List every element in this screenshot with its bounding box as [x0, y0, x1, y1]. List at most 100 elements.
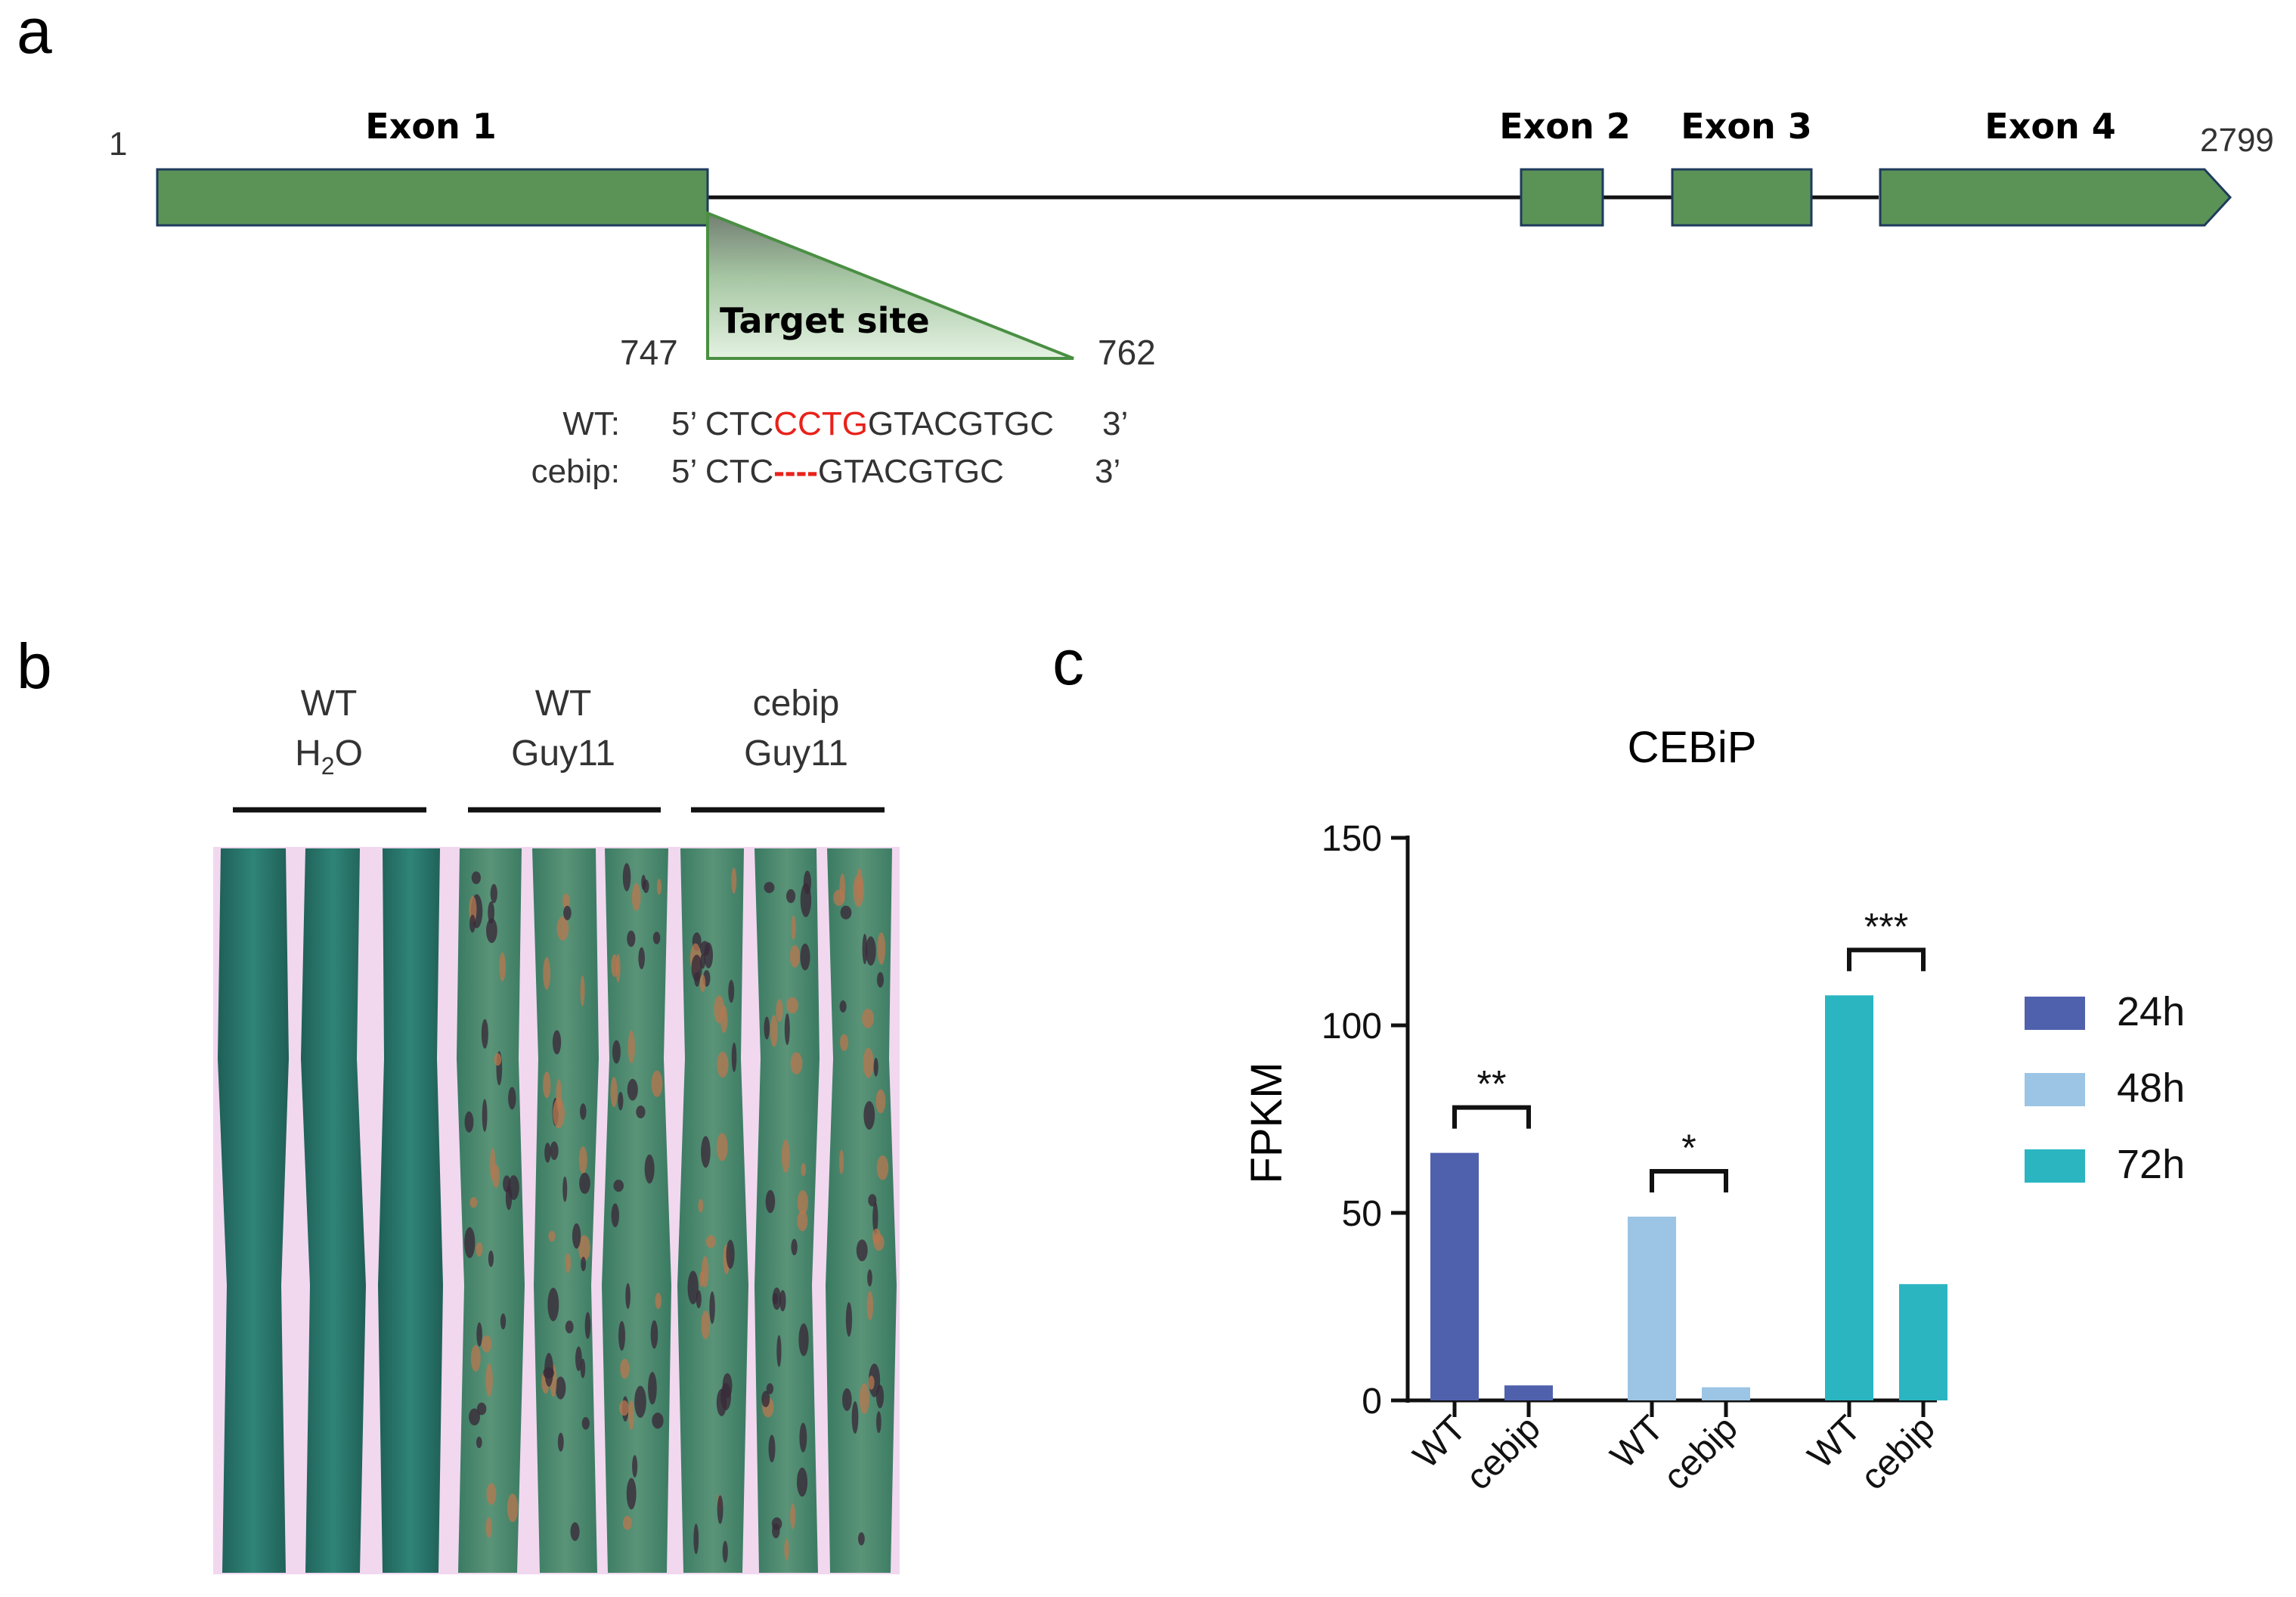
lesion-spot	[863, 1047, 874, 1078]
leaf-group-1-o: O	[335, 733, 363, 774]
exon-2-box	[1520, 168, 1604, 227]
lesion-spot	[618, 1320, 626, 1351]
lesion-spot	[765, 1189, 776, 1214]
lesion-spot	[772, 1523, 780, 1539]
lesion-spot	[652, 932, 661, 944]
lesion-spot	[865, 936, 876, 966]
panel-label-a: a	[17, 0, 52, 67]
wt-highlight: CCTG	[773, 405, 868, 442]
lesion-spot	[796, 1467, 808, 1497]
lesion-spot	[613, 1180, 624, 1192]
wt-rest: GTACGTGC	[868, 405, 1054, 442]
legend-swatch-72h	[2025, 1149, 2085, 1183]
lesion-spot	[696, 1290, 702, 1309]
lesion-spot	[610, 1076, 618, 1108]
lesion-spot	[543, 957, 551, 991]
lesion-spot	[851, 1401, 859, 1434]
lesion-spot	[867, 1269, 872, 1287]
lesion-spot	[856, 1239, 868, 1262]
leaf-group-1-h: H	[295, 733, 321, 774]
lesion-spot	[556, 916, 569, 941]
lesion-spot	[784, 1538, 789, 1561]
chart-title: CEBiP	[1628, 723, 1757, 772]
bar-24h-cebip	[1504, 1385, 1553, 1400]
mut-gap: ----	[773, 453, 818, 490]
leaf-cebip-guy11-1	[677, 848, 748, 1573]
leaf-wt-h2o-2	[301, 848, 366, 1573]
legend-swatch-48h	[2025, 1073, 2085, 1106]
wt-sequence: 5’ CTCCCTGGTACGTGC	[671, 405, 1054, 442]
leaf-wt-h2o-3	[378, 848, 443, 1573]
lesion-spot	[839, 1149, 844, 1175]
panel-label-b: b	[17, 631, 52, 702]
lesion-spot	[797, 1210, 808, 1232]
lesion-spot	[722, 1540, 728, 1563]
exon-4-arrow	[1879, 168, 2232, 227]
leaf-group-2-line1: WT	[535, 684, 592, 724]
lesion-spot	[581, 1416, 590, 1430]
lesion-spot	[584, 1312, 591, 1339]
lesion-spot	[553, 1098, 565, 1129]
lesion-spot	[781, 1139, 790, 1174]
legend-label-24h: 24h	[2117, 989, 2185, 1034]
lesion-spot	[691, 954, 702, 981]
wt-prime3: 3’	[1102, 405, 1128, 442]
lesion-spot	[656, 879, 662, 895]
lesion-spot	[490, 883, 497, 904]
lesion-spot	[548, 1230, 556, 1242]
lesion-spot	[779, 1290, 786, 1312]
lesion-spot	[620, 1358, 630, 1379]
lesion-spot	[873, 1057, 878, 1077]
lesion-spot	[632, 1455, 638, 1478]
lesion-spot	[572, 1223, 581, 1249]
lesion-spot	[772, 1293, 779, 1304]
significance-label-72h: ***	[1864, 905, 1908, 947]
lesion-spot	[857, 868, 863, 899]
lesion-spot	[476, 1436, 482, 1449]
lesion-spot	[471, 871, 481, 885]
lesion-spot	[842, 1388, 852, 1412]
significance-label-48h: *	[1681, 1127, 1696, 1169]
lesion-spot	[547, 1287, 559, 1322]
lesion-spot	[872, 1202, 878, 1234]
wt-seq-label: WT:	[562, 405, 620, 442]
lesion-spot	[770, 1015, 778, 1047]
exon-1-label: Exon 1	[365, 106, 496, 147]
lesion-spot	[709, 1291, 715, 1324]
bar-48h-WT	[1628, 1216, 1676, 1400]
lesion-spot	[876, 1385, 885, 1409]
lesion-spot	[701, 1256, 709, 1288]
lesion-spot	[470, 1344, 481, 1372]
lesion-spot	[476, 1242, 483, 1257]
lesion-spot	[562, 893, 570, 909]
bar-24h-WT	[1430, 1152, 1479, 1400]
lesion-spot	[552, 1030, 562, 1055]
lesion-spot	[840, 905, 852, 919]
lesion-spot	[627, 1030, 635, 1064]
lesion-spot	[717, 1051, 729, 1078]
lesion-spot	[859, 1383, 869, 1415]
lesion-spot	[784, 1013, 790, 1046]
lesion-spot	[628, 1400, 634, 1431]
lesion-spot	[798, 1323, 809, 1357]
lesion-spot	[612, 1040, 621, 1064]
lesion-spot	[550, 1141, 559, 1161]
mut-prime3: 3’	[1095, 453, 1120, 490]
lesion-spot	[876, 972, 884, 988]
exon-2-label: Exon 2	[1499, 106, 1630, 147]
lesion-spot	[508, 1175, 519, 1201]
lesion-spot	[776, 999, 783, 1022]
lesion-spot	[464, 1226, 476, 1258]
lesion-spot	[638, 947, 645, 969]
lesion-spot	[717, 1495, 724, 1524]
lesion-spot	[764, 1016, 770, 1040]
lesion-spot	[868, 1194, 877, 1207]
lesion-spot	[839, 873, 846, 903]
lesion-spot	[499, 952, 506, 981]
lesion-spot	[578, 1146, 587, 1174]
lesion-spot	[464, 1111, 474, 1133]
mut-prime5: 5’ CTC	[671, 453, 773, 490]
significance-label-24h: **	[1477, 1063, 1507, 1105]
bar-48h-cebip	[1702, 1387, 1750, 1400]
lesion-spot	[490, 1148, 496, 1180]
